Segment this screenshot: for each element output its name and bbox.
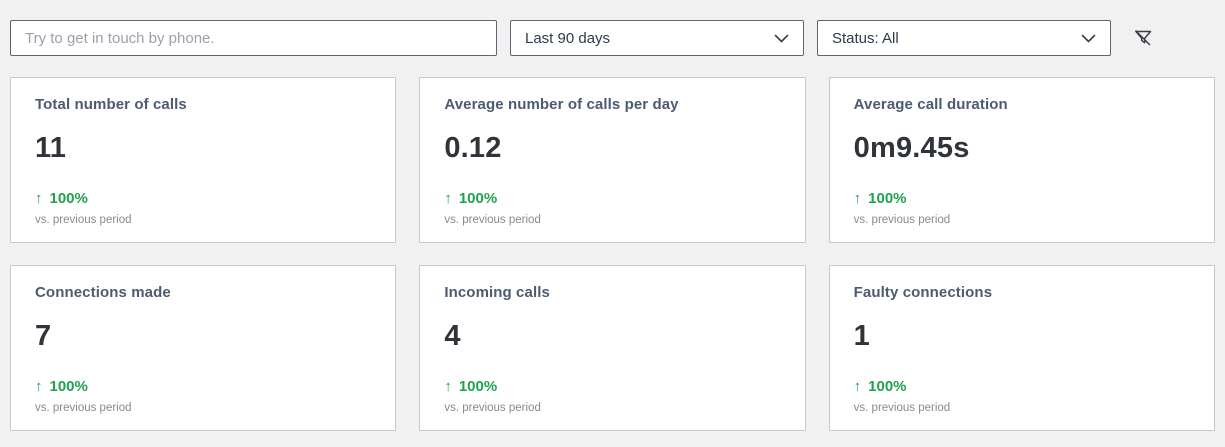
change-percent: 100% (458, 190, 498, 207)
filters-toolbar: Last 90 days Status: All (0, 0, 1225, 56)
change-percent: 100% (49, 190, 88, 207)
comparison-label: vs. previous period (35, 214, 132, 226)
card-title: Connections made (35, 284, 171, 301)
card-value: 0.12 (444, 132, 502, 164)
card-change: ↑ 100% (35, 378, 371, 395)
stat-card-faulty-connections: Faulty connections 1 ↑ 100% vs. previous… (828, 265, 1215, 431)
search-input[interactable] (10, 20, 497, 56)
stat-card-avg-calls-per-day: Average number of calls per day 0.12 ↑ 1… (419, 77, 806, 243)
comparison-label: vs. previous period (853, 214, 951, 226)
comparison-label: vs. previous period (444, 214, 541, 226)
card-change: ↑ 100% (854, 190, 1190, 207)
date-range-value: Last 90 days (525, 29, 611, 47)
status-value: Status: All (832, 29, 899, 47)
card-title: Incoming calls (444, 284, 550, 301)
comparison-label: vs. previous period (444, 402, 541, 414)
up-arrow-icon: ↑ (35, 378, 43, 395)
up-arrow-icon: ↑ (853, 190, 862, 207)
card-change: ↑ 100% (444, 378, 780, 395)
up-arrow-icon: ↑ (444, 190, 452, 207)
card-title: Faulty connections (853, 284, 993, 301)
status-select[interactable]: Status: All (817, 20, 1111, 56)
up-arrow-icon: ↑ (853, 378, 862, 395)
stat-card-connections-made: Connections made 7 ↑ 100% vs. previous p… (10, 265, 397, 431)
card-value: 7 (35, 320, 52, 352)
card-title: Average number of calls per day (444, 96, 679, 113)
filter-off-icon (1131, 26, 1155, 50)
stat-card-avg-call-duration: Average call duration 0m9.45s ↑ 100% vs.… (828, 77, 1215, 243)
stat-card-incoming-calls: Incoming calls 4 ↑ 100% vs. previous per… (419, 265, 806, 431)
card-value: 4 (444, 320, 461, 352)
stat-card-total-calls: Total number of calls 11 ↑ 100% vs. prev… (10, 77, 397, 243)
change-percent: 100% (458, 378, 498, 395)
change-percent: 100% (868, 190, 907, 207)
up-arrow-icon: ↑ (35, 190, 43, 207)
chevron-down-icon (1081, 34, 1096, 43)
chevron-down-icon (774, 34, 789, 43)
card-value: 1 (853, 320, 870, 352)
stats-grid: Total number of calls 11 ↑ 100% vs. prev… (10, 77, 1215, 431)
card-title: Total number of calls (35, 96, 187, 113)
card-value: 11 (35, 132, 67, 164)
card-value: 0m9.45s (853, 132, 970, 164)
date-range-select[interactable]: Last 90 days (510, 20, 804, 56)
up-arrow-icon: ↑ (444, 378, 452, 395)
change-percent: 100% (868, 378, 907, 395)
comparison-label: vs. previous period (853, 402, 951, 414)
change-percent: 100% (49, 378, 88, 395)
card-change: ↑ 100% (444, 190, 780, 207)
comparison-label: vs. previous period (35, 402, 132, 414)
clear-filters-button[interactable] (1128, 23, 1158, 53)
card-title: Average call duration (853, 96, 1008, 113)
card-change: ↑ 100% (35, 190, 371, 207)
card-change: ↑ 100% (854, 378, 1190, 395)
